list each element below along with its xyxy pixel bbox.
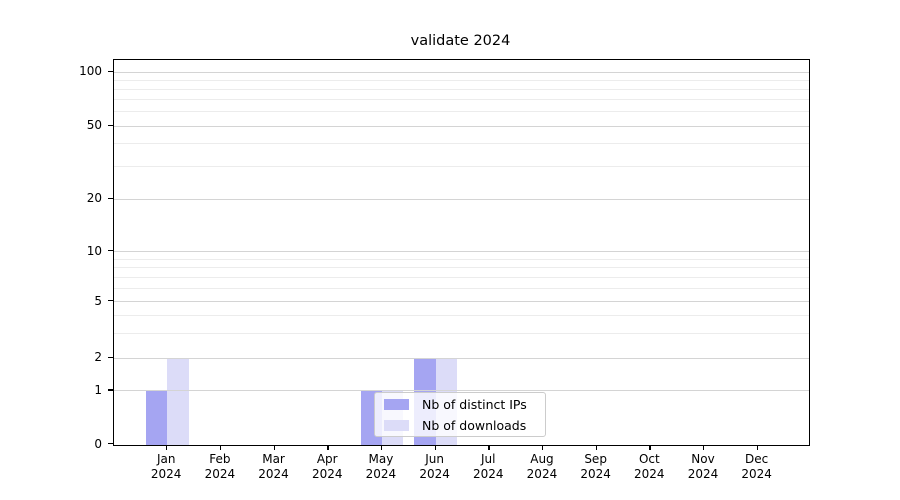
minor-gridline — [114, 276, 809, 278]
major-gridline — [114, 301, 809, 302]
legend-swatch-distinct-ips-icon — [384, 398, 409, 410]
x-tick-label-jun: Jun 2024 — [419, 452, 450, 481]
y-tick-mark — [108, 300, 113, 302]
legend-label-downloads: Nb of downloads — [422, 417, 527, 433]
x-tick-label-nov: Nov 2024 — [687, 452, 719, 481]
plot-area: Nb of distinct IPs Nb of downloads — [113, 59, 810, 446]
minor-gridline — [114, 79, 809, 81]
x-tick-label-mar: Mar 2024 — [258, 452, 289, 481]
x-tick-mark — [488, 445, 490, 450]
minor-gridline — [114, 99, 809, 101]
x-tick-mark — [649, 445, 651, 450]
x-tick-label-may: May 2024 — [365, 452, 397, 481]
major-gridline — [114, 390, 809, 392]
y-tick-mark — [108, 197, 113, 199]
minor-gridline — [114, 258, 809, 260]
minor-gridline — [114, 143, 809, 145]
x-tick-mark — [380, 445, 383, 450]
y-tick-label: 0 — [94, 436, 102, 451]
legend-row-distinct-ips: Nb of distinct IPs — [375, 395, 545, 413]
x-tick-mark — [327, 445, 329, 450]
y-tick-label: 100 — [79, 64, 102, 79]
x-tick-mark — [273, 445, 275, 450]
x-tick-mark — [434, 445, 436, 450]
minor-gridline — [114, 89, 809, 91]
minor-gridline — [114, 314, 809, 316]
y-tick-mark — [108, 389, 113, 391]
x-tick-label-apr: Apr 2024 — [311, 452, 343, 481]
y-tick-label: 1 — [94, 382, 102, 397]
minor-gridline — [114, 287, 809, 289]
legend: Nb of distinct IPs Nb of downloads — [374, 392, 546, 437]
y-tick-label: 2 — [94, 350, 102, 365]
y-tick-mark — [108, 443, 113, 445]
minor-gridline — [114, 166, 809, 168]
x-tick-label-jan: Jan 2024 — [150, 452, 182, 481]
legend-label-distinct-ips: Nb of distinct IPs — [422, 396, 527, 412]
major-gridline — [114, 357, 809, 359]
y-tick-mark — [108, 356, 113, 358]
y-tick-mark — [108, 250, 113, 252]
bar-distinct-ips-jan — [145, 391, 168, 445]
bar-downloads-jan — [167, 358, 189, 445]
y-tick-label: 10 — [86, 243, 102, 258]
x-tick-label-dec: Dec 2024 — [741, 452, 772, 481]
x-tick-label-sep: Sep 2024 — [580, 452, 611, 481]
legend-swatch-downloads-icon — [384, 419, 409, 431]
minor-gridline — [114, 111, 809, 113]
x-tick-label-jul: Jul 2024 — [472, 452, 504, 481]
x-tick-label-aug: Aug 2024 — [526, 452, 558, 481]
x-tick-mark — [166, 445, 168, 450]
x-tick-label-feb: Feb 2024 — [204, 452, 236, 481]
y-tick-mark — [108, 70, 113, 72]
x-tick-mark — [703, 445, 705, 450]
x-tick-mark — [756, 445, 758, 450]
minor-gridline — [114, 332, 809, 334]
major-gridline — [114, 71, 809, 73]
major-gridline — [114, 125, 809, 127]
x-tick-mark — [219, 445, 222, 450]
y-tick-mark — [108, 124, 113, 126]
y-tick-label: 50 — [86, 118, 102, 133]
x-tick-mark — [595, 445, 597, 450]
minor-gridline — [114, 267, 809, 269]
chart-title: validate 2024 — [410, 33, 511, 49]
major-gridline — [114, 251, 809, 252]
y-tick-label: 20 — [86, 191, 102, 205]
x-tick-label-oct: Oct 2024 — [634, 452, 665, 481]
x-tick-mark — [541, 445, 544, 450]
major-gridline — [114, 198, 809, 200]
legend-row-downloads: Nb of downloads — [375, 416, 545, 434]
y-tick-label: 5 — [94, 293, 102, 308]
